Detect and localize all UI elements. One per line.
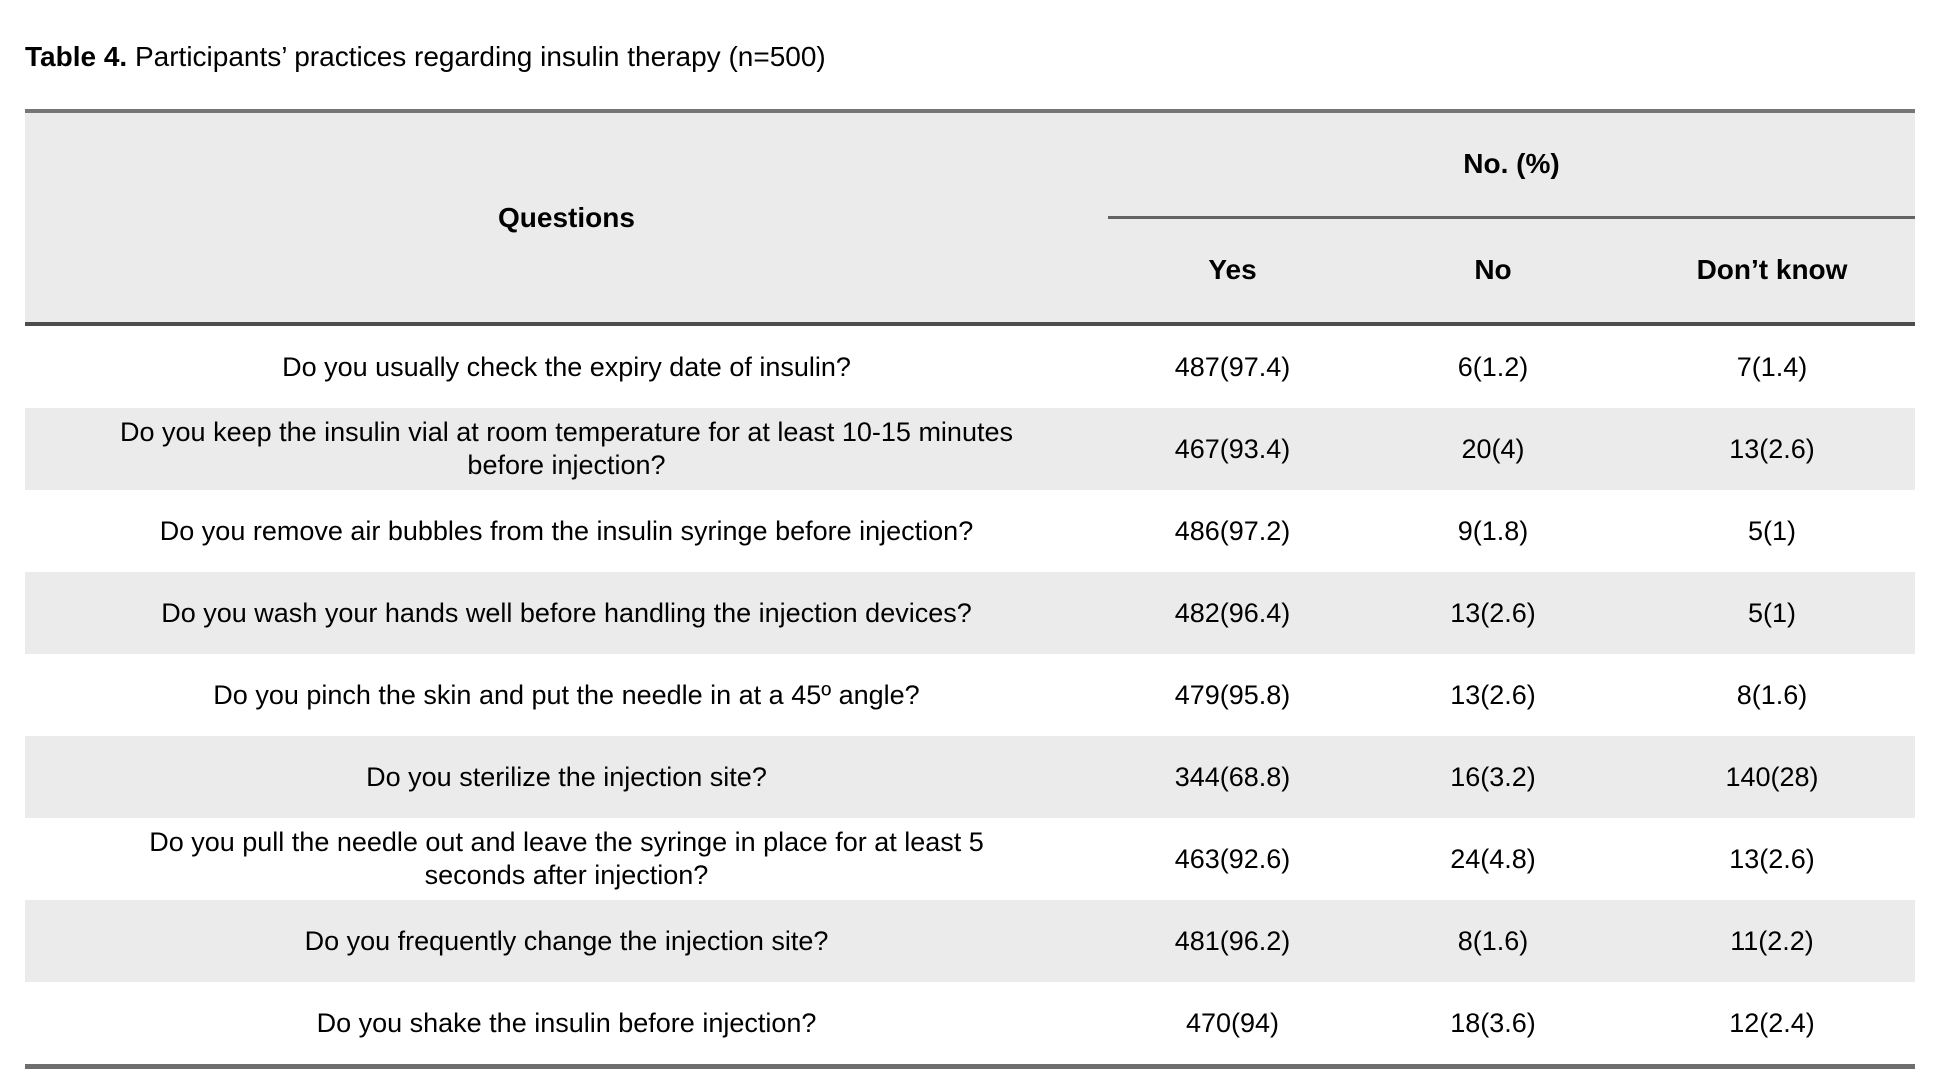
column-header-no: No bbox=[1357, 217, 1629, 326]
yes-value-cell: 486(97.2) bbox=[1174, 515, 1291, 546]
yes-value-cell: 344(68.8) bbox=[1174, 761, 1291, 792]
question-cell: Do you keep the insulin vial at room tem… bbox=[120, 417, 1013, 480]
table-row: Do you frequently change the injection s… bbox=[25, 900, 1916, 982]
table-body: Do you usually check the expiry date of … bbox=[25, 324, 1916, 1067]
table-caption-text: Participants’ practices regarding insuli… bbox=[134, 41, 826, 72]
table-row: Do you shake the insulin before injectio… bbox=[25, 982, 1915, 1067]
question-cell: Do you pinch the skin and put the needle… bbox=[213, 679, 920, 710]
no-value-cell: 24(4.8) bbox=[1450, 843, 1536, 874]
table-row: Do you usually check the expiry date of … bbox=[25, 324, 1915, 408]
yes-value-cell: 463(92.6) bbox=[1174, 843, 1291, 874]
column-header-questions: Questions bbox=[25, 111, 1108, 326]
table-caption: Table 4. Participants’ practices regardi… bbox=[25, 40, 1955, 73]
table-row: Do you pull the needle out and leave the… bbox=[25, 818, 1915, 900]
dont-know-value-cell: 13(2.6) bbox=[1729, 843, 1815, 874]
dont-know-value-cell: 5(1) bbox=[1748, 597, 1797, 628]
dont-know-value-cell: 13(2.6) bbox=[1729, 433, 1815, 464]
header-group-row: Questions No. (%) bbox=[25, 111, 1916, 326]
question-cell: Do you remove air bubbles from the insul… bbox=[159, 515, 974, 546]
no-value-cell: 9(1.8) bbox=[1457, 515, 1529, 546]
table-row: Do you wash your hands well before handl… bbox=[25, 572, 1916, 654]
question-cell: Do you usually check the expiry date of … bbox=[282, 351, 851, 382]
no-value-cell: 13(2.6) bbox=[1450, 597, 1536, 628]
no-value-cell: 20(4) bbox=[1461, 433, 1525, 464]
yes-value-cell: 481(96.2) bbox=[1174, 925, 1291, 956]
no-value-cell: 6(1.2) bbox=[1457, 351, 1529, 382]
dont-know-value-cell: 8(1.6) bbox=[1736, 679, 1808, 710]
header-cols-row: Yes No Don’t know bbox=[25, 217, 1916, 326]
question-cell: Do you pull the needle out and leave the… bbox=[149, 827, 984, 890]
yes-value-cell: 482(96.4) bbox=[1174, 597, 1291, 628]
dont-know-value-cell: 11(2.2) bbox=[1730, 925, 1814, 956]
table-row: Do you pinch the skin and put the needle… bbox=[25, 654, 1915, 736]
yes-value-cell: 487(97.4) bbox=[1174, 351, 1291, 382]
column-header-yes: Yes bbox=[1108, 217, 1357, 326]
no-value-cell: 13(2.6) bbox=[1450, 679, 1536, 710]
yes-value-cell: 470(94) bbox=[1185, 1007, 1280, 1038]
question-cell: Do you frequently change the injection s… bbox=[304, 925, 829, 956]
table-caption-label: Table 4. bbox=[25, 41, 128, 72]
column-header-dont-know: Don’t know bbox=[1629, 217, 1916, 326]
yes-value-cell: 467(93.4) bbox=[1174, 433, 1291, 464]
table-row: Do you keep the insulin vial at room tem… bbox=[25, 408, 1916, 490]
table-header: Questions No. (%) Yes No Don’t know bbox=[25, 111, 1916, 326]
no-value-cell: 16(3.2) bbox=[1450, 761, 1536, 792]
no-value-cell: 8(1.6) bbox=[1457, 925, 1529, 956]
dont-know-value-cell: 12(2.4) bbox=[1729, 1007, 1815, 1038]
dont-know-value-cell: 5(1) bbox=[1748, 515, 1797, 546]
dont-know-value-cell: 7(1.4) bbox=[1736, 351, 1808, 382]
yes-value-cell: 479(95.8) bbox=[1174, 679, 1291, 710]
practices-table: Questions No. (%) Yes No Don’t know Do y… bbox=[25, 109, 1916, 1069]
table-row: Do you remove air bubbles from the insul… bbox=[25, 490, 1915, 572]
table-row: Do you sterilize the injection site? 344… bbox=[25, 736, 1916, 818]
question-cell: Do you shake the insulin before injectio… bbox=[316, 1007, 817, 1038]
no-value-cell: 18(3.6) bbox=[1450, 1007, 1536, 1038]
question-cell: Do you sterilize the injection site? bbox=[366, 761, 767, 792]
question-cell: Do you wash your hands well before handl… bbox=[161, 597, 972, 628]
column-group-header-no-pct: No. (%) bbox=[1108, 111, 1916, 219]
dont-know-value-cell: 140(28) bbox=[1725, 761, 1819, 792]
